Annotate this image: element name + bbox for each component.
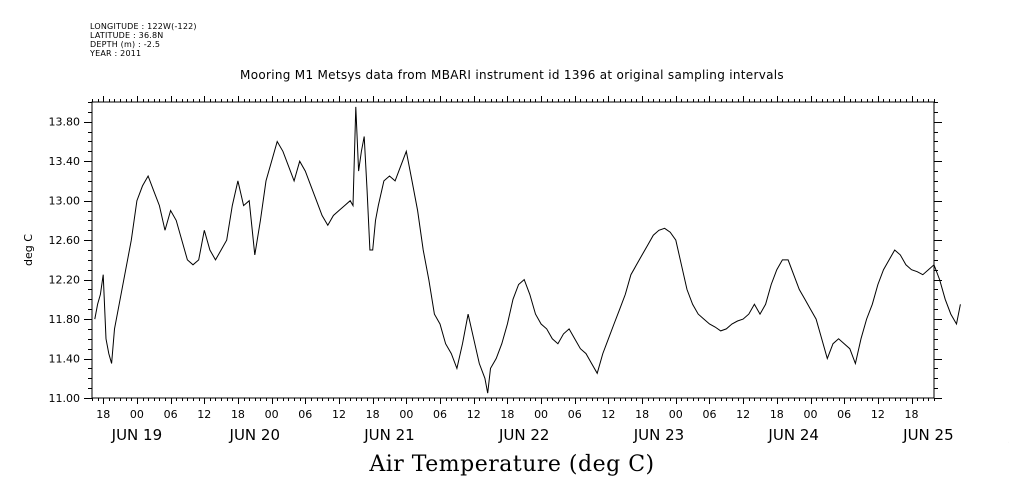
y-tick-label: 13.80 xyxy=(49,116,81,129)
x-tick-label: 00 xyxy=(399,408,413,421)
y-tick-label: 11.00 xyxy=(49,392,81,405)
x-tick-label: 00 xyxy=(265,408,279,421)
y-axis-label: deg C xyxy=(22,234,35,266)
x-tick-label: 12 xyxy=(197,408,211,421)
metadata-block: LONGITUDE : 122W(-122) LATITUDE : 36.8N … xyxy=(90,22,197,58)
x-tick-label: 06 xyxy=(568,408,582,421)
x-tick-label: 12 xyxy=(871,408,885,421)
x-tick-label: 12 xyxy=(736,408,750,421)
x-tick-label: 06 xyxy=(164,408,178,421)
x-tick-label: 12 xyxy=(332,408,346,421)
temperature-series-line xyxy=(94,106,961,394)
x-tick-label: 06 xyxy=(837,408,851,421)
x-day-label: JUN 23 xyxy=(633,426,684,444)
x-day-label: JUN 24 xyxy=(767,426,818,444)
x-tick-label: 18 xyxy=(770,408,784,421)
x-tick-labels: 18 00 06 12 18 00 06 12 18 00 06 12 18 00 06 12 18 00 06 12… xyxy=(96,408,918,421)
x-tick-label: 06 xyxy=(702,408,716,421)
x-axis-label: Air Temperature (deg C) xyxy=(369,452,655,477)
y-tick-labels: 11.00 11.40 11.80 12.20 12.60 13.00 13.40 13.80 xyxy=(49,116,81,405)
x-tick-label: 18 xyxy=(366,408,380,421)
x-tick-label: 18 xyxy=(231,408,245,421)
y-tick-label: 12.60 xyxy=(49,234,81,247)
x-day-label: JUN 21 xyxy=(363,426,414,444)
x-day-labels: JUN 19 JUN 20 JUN 21 JUN 22 JUN 23 JUN 24 JUN … xyxy=(111,426,1009,444)
longitude-label: LONGITUDE : 122W(-122) xyxy=(90,22,197,31)
y-tick-label: 12.20 xyxy=(49,274,81,287)
x-tick-label: 12 xyxy=(467,408,481,421)
y-tick-label: 13.40 xyxy=(49,155,81,168)
chart-title: Mooring M1 Metsys data from MBARI instru… xyxy=(240,68,784,82)
x-tick-label: 12 xyxy=(601,408,615,421)
year-label: YEAR : 2011 xyxy=(90,49,142,58)
x-tick-label: 00 xyxy=(534,408,548,421)
x-tick-label: 18 xyxy=(96,408,110,421)
y-tick-label: 11.40 xyxy=(49,353,81,366)
depth-label: DEPTH (m) : -2.5 xyxy=(90,40,161,49)
y-tick-label: 11.80 xyxy=(49,313,81,326)
x-tick-label: 00 xyxy=(669,408,683,421)
x-day-label: JUN 19 xyxy=(111,426,162,444)
plot-frame xyxy=(91,101,935,399)
tick-marks xyxy=(84,96,942,404)
y-tick-label: 13.00 xyxy=(49,195,81,208)
x-tick-label: 18 xyxy=(905,408,919,421)
x-tick-label: 00 xyxy=(130,408,144,421)
x-day-label: JUN 20 xyxy=(229,426,280,444)
x-tick-label: 06 xyxy=(298,408,312,421)
x-tick-label: 18 xyxy=(500,408,514,421)
x-tick-label: 00 xyxy=(804,408,818,421)
latitude-label: LATITUDE : 36.8N xyxy=(90,31,164,40)
x-tick-label: 18 xyxy=(635,408,649,421)
x-tick-label: 06 xyxy=(433,408,447,421)
x-day-label: JUN 25 xyxy=(902,426,953,444)
x-day-label: JUN 22 xyxy=(498,426,549,444)
